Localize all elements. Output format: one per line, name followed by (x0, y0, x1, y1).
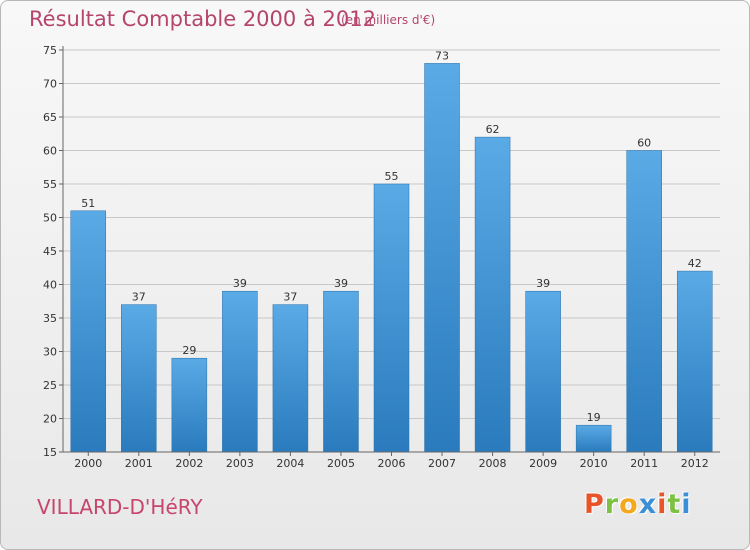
y-tick-label: 35 (43, 312, 57, 325)
bar (676, 270, 713, 453)
bar (171, 357, 208, 453)
x-tick-label: 2008 (479, 457, 507, 470)
logo-letter: o (619, 489, 639, 520)
x-tick-label: 2012 (681, 457, 709, 470)
bar (373, 183, 410, 453)
y-tick-label: 70 (43, 78, 57, 91)
y-tick-label: 65 (43, 111, 57, 124)
bar (323, 290, 359, 453)
x-tick-label: 2007 (428, 457, 456, 470)
bar-value-label: 42 (688, 257, 702, 270)
x-tick-label: 2006 (378, 457, 406, 470)
bar-value-label: 55 (385, 170, 399, 183)
bar (474, 136, 511, 453)
x-tick-label: 2002 (175, 457, 203, 470)
x-tick-label: 2005 (327, 457, 355, 470)
bar (70, 210, 107, 453)
y-tick-label: 55 (43, 178, 57, 191)
y-tick-label: 15 (43, 446, 57, 459)
y-tick-label: 50 (43, 212, 57, 225)
logo-letter: t (667, 489, 682, 520)
bar-value-label: 73 (435, 49, 449, 62)
logo-letter: i (657, 489, 668, 520)
bar (272, 304, 309, 453)
proxiti-logo: Proxiti (584, 489, 692, 520)
logo-letter: x (638, 489, 658, 520)
bar-value-label: 29 (182, 344, 196, 357)
bar-value-label: 62 (486, 123, 500, 136)
bar-value-label: 60 (637, 137, 651, 150)
y-tick-label: 75 (43, 44, 57, 57)
x-tick-label: 2004 (276, 457, 304, 470)
chart-title: Résultat Comptable 2000 à 2012 (29, 7, 376, 31)
bar-value-label: 37 (132, 291, 146, 304)
commune-name: VILLARD-D'HéRY (37, 495, 203, 519)
y-tick-label: 40 (43, 279, 57, 292)
bar-value-label: 39 (536, 277, 550, 290)
x-tick-label: 2010 (580, 457, 608, 470)
logo-letter: i (681, 489, 692, 520)
chart-subtitle: (en milliers d'€) (341, 13, 436, 27)
bar (525, 290, 561, 453)
x-tick-label: 2000 (74, 457, 102, 470)
y-tick-label: 60 (43, 145, 57, 158)
bar-value-label: 39 (334, 277, 348, 290)
bar-value-label: 51 (81, 197, 95, 210)
x-tick-label: 2001 (125, 457, 153, 470)
y-tick-label: 45 (43, 245, 57, 258)
x-tick-label: 2011 (630, 457, 658, 470)
bar-value-label: 37 (283, 291, 297, 304)
bar (222, 290, 258, 453)
bar (626, 150, 662, 453)
x-tick-label: 2009 (529, 457, 557, 470)
x-tick-label: 2003 (226, 457, 254, 470)
y-tick-label: 30 (43, 346, 57, 359)
y-tick-label: 25 (43, 379, 57, 392)
logo-letter: P (584, 489, 605, 520)
y-tick-label: 20 (43, 413, 57, 426)
bar (424, 63, 460, 453)
bar-value-label: 19 (587, 411, 601, 424)
bar-value-label: 39 (233, 277, 247, 290)
logo-letter: r (604, 489, 620, 520)
bar (575, 424, 612, 453)
bar (121, 304, 157, 453)
